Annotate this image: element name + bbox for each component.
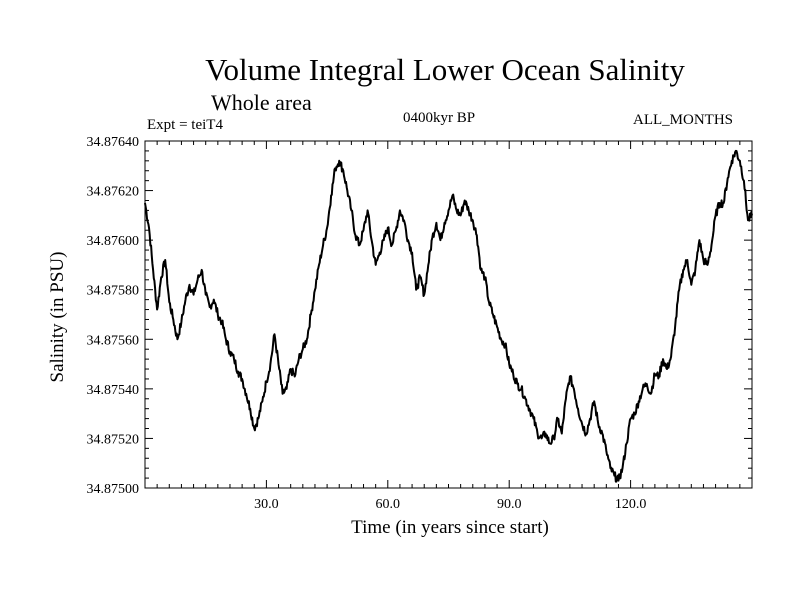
chart-title: Volume Integral Lower Ocean Salinity	[205, 52, 685, 87]
x-axis-label: Time (in years since start)	[351, 517, 549, 538]
period-label: 0400kyr BP	[403, 110, 476, 126]
x-tick-label: 90.0	[497, 497, 522, 512]
chart-subtitle: Whole area	[211, 90, 312, 115]
y-tick-label: 34.87620	[87, 185, 140, 200]
y-tick-label: 34.87500	[87, 482, 140, 497]
y-tick-label: 34.87560	[87, 333, 140, 348]
plot-frame	[144, 140, 753, 489]
y-tick-label: 34.87520	[87, 432, 140, 447]
y-tick-label: 34.87580	[87, 284, 140, 299]
y-tick-label: 34.87540	[87, 383, 140, 398]
tick-labels: 30.0 60.0 90.0 120.0 34.87500 34.87520 34.8754…	[87, 135, 647, 512]
months-label: ALL_MONTHS	[633, 112, 733, 128]
y-tick-label: 34.87640	[87, 135, 140, 150]
y-tick-label: 34.87600	[87, 234, 140, 249]
experiment-label: Expt = teiT4	[147, 117, 223, 133]
x-tick-label: 120.0	[615, 497, 647, 512]
x-tick-label: 30.0	[254, 497, 279, 512]
x-tick-label: 60.0	[376, 497, 401, 512]
tick-marks	[145, 140, 752, 489]
salinity-series-line	[144, 149, 753, 483]
